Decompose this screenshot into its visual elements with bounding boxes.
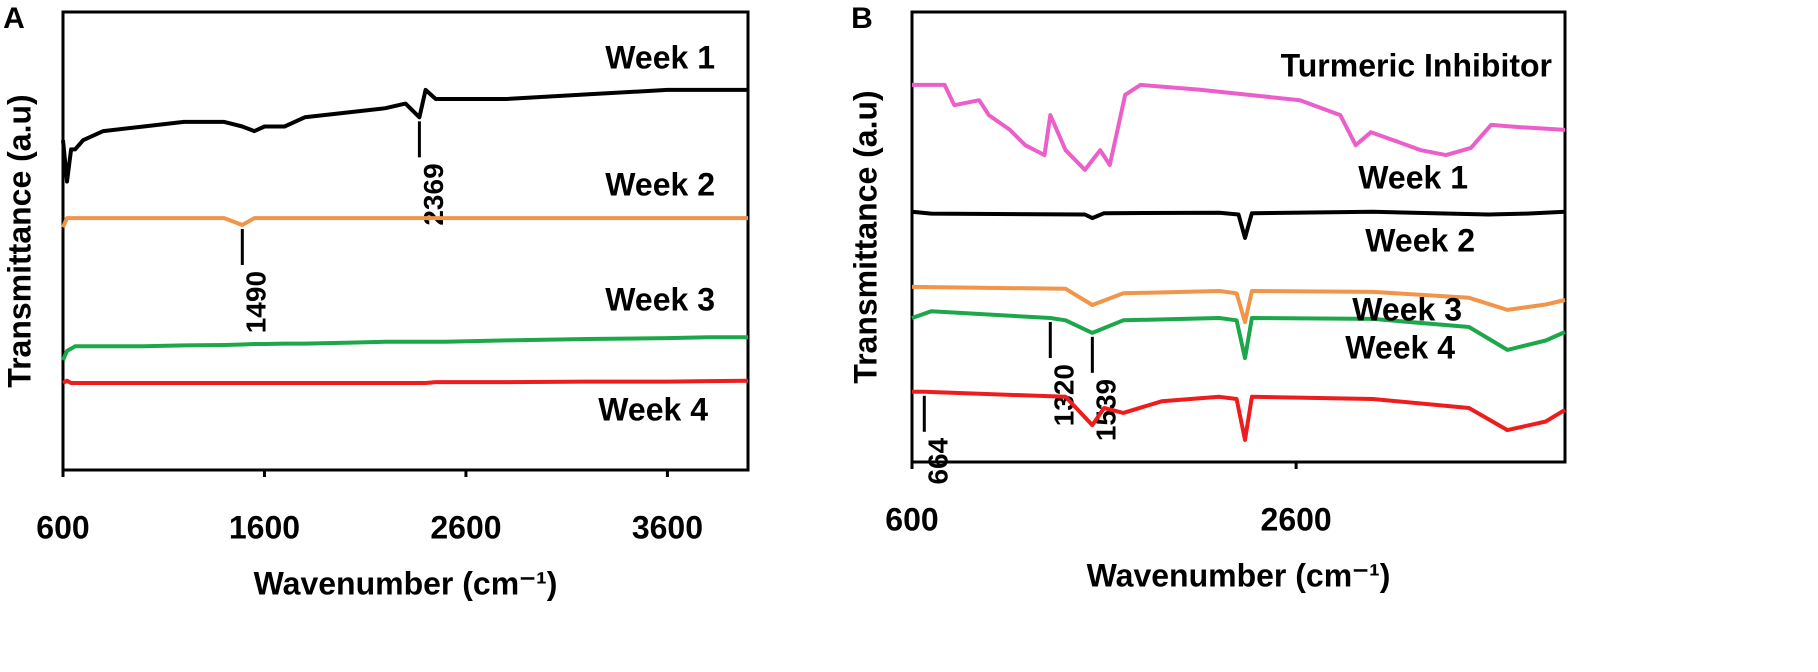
x-axis-label: Wavenumber (cm⁻¹): [254, 565, 558, 601]
series-label: Week 3: [605, 281, 715, 317]
x-tick-label: 3600: [632, 509, 703, 545]
x-tick-label: 600: [36, 509, 89, 545]
x-tick-label: 1600: [229, 509, 300, 545]
spectrum-line: [912, 82, 1566, 172]
peak-label: 2369: [418, 163, 449, 225]
spectrum-line: [911, 209, 1566, 240]
plot-frame: [61, 10, 750, 472]
spectrum-line: [912, 389, 1567, 442]
spectrum-line: [61, 216, 748, 229]
series-label: Week 3: [1352, 291, 1462, 327]
spectrum-line: [61, 87, 748, 184]
series-label: Week 1: [1358, 159, 1468, 195]
y-axis-label: Transmittance (a.u): [847, 90, 883, 383]
y-axis-label: Transmittance (a.u): [1, 94, 37, 387]
x-tick-label: 2600: [1261, 501, 1332, 537]
spectrum-line: [911, 309, 1566, 361]
series-label: Week 1: [605, 39, 715, 75]
panel-label: B: [851, 2, 873, 35]
series-label: Turmeric Inhibitor: [1281, 47, 1552, 83]
spectrum-line: [62, 378, 749, 385]
series-label: Week 4: [1345, 329, 1455, 365]
series-label: Week 4: [598, 391, 708, 427]
peak-label: 1490: [241, 271, 272, 333]
spectrum-line: [61, 335, 748, 361]
panel-label: A: [3, 2, 25, 35]
x-tick-label: 600: [885, 501, 938, 537]
spectrum-line: [911, 284, 1566, 325]
series-label: Week 2: [1365, 222, 1475, 258]
x-tick-label: 2600: [430, 509, 501, 545]
plot-frame: [910, 10, 1567, 464]
series-label: Week 2: [605, 166, 715, 202]
peak-label: 664: [923, 437, 954, 484]
x-axis-label: Wavenumber (cm⁻¹): [1087, 557, 1391, 593]
